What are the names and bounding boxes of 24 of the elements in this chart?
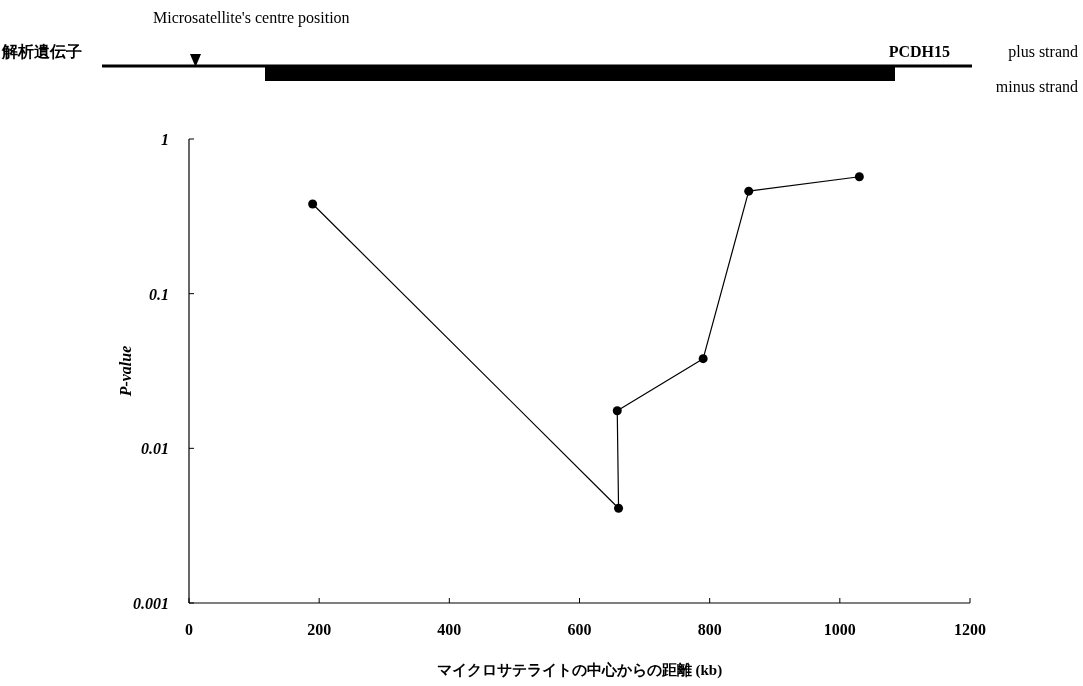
- x-tick-label: 200: [307, 621, 332, 638]
- x-tick-label: 0: [185, 621, 193, 638]
- text: PCDH15: [888, 43, 950, 60]
- y-axis-title: P-value: [117, 345, 134, 398]
- point: [854, 172, 864, 182]
- point: [698, 354, 708, 364]
- text: 解析遺伝子: [1, 43, 82, 60]
- point: [614, 503, 624, 513]
- point: [744, 186, 754, 196]
- y-tick-label: 0.01: [141, 440, 169, 458]
- x-tick-label: 600: [567, 621, 592, 638]
- y-tick-label: 1: [161, 131, 169, 148]
- x-tick-label: 400: [437, 621, 462, 638]
- x-tick-label: 800: [697, 621, 722, 638]
- text: plus strand: [1008, 43, 1078, 61]
- point: [612, 406, 622, 416]
- text: minus strand: [995, 78, 1078, 95]
- x-tick-label: 1000: [823, 621, 856, 638]
- x-tick-label: 1200: [954, 621, 986, 638]
- point: [308, 199, 318, 209]
- y-tick-label: 0.001: [133, 595, 169, 612]
- y-tick-label: 0.1: [149, 285, 169, 303]
- text: Microsatellite's centre position: [153, 9, 350, 27]
- x-axis-title: マイクロサテライトの中心からの距離 (kb): [436, 661, 723, 679]
